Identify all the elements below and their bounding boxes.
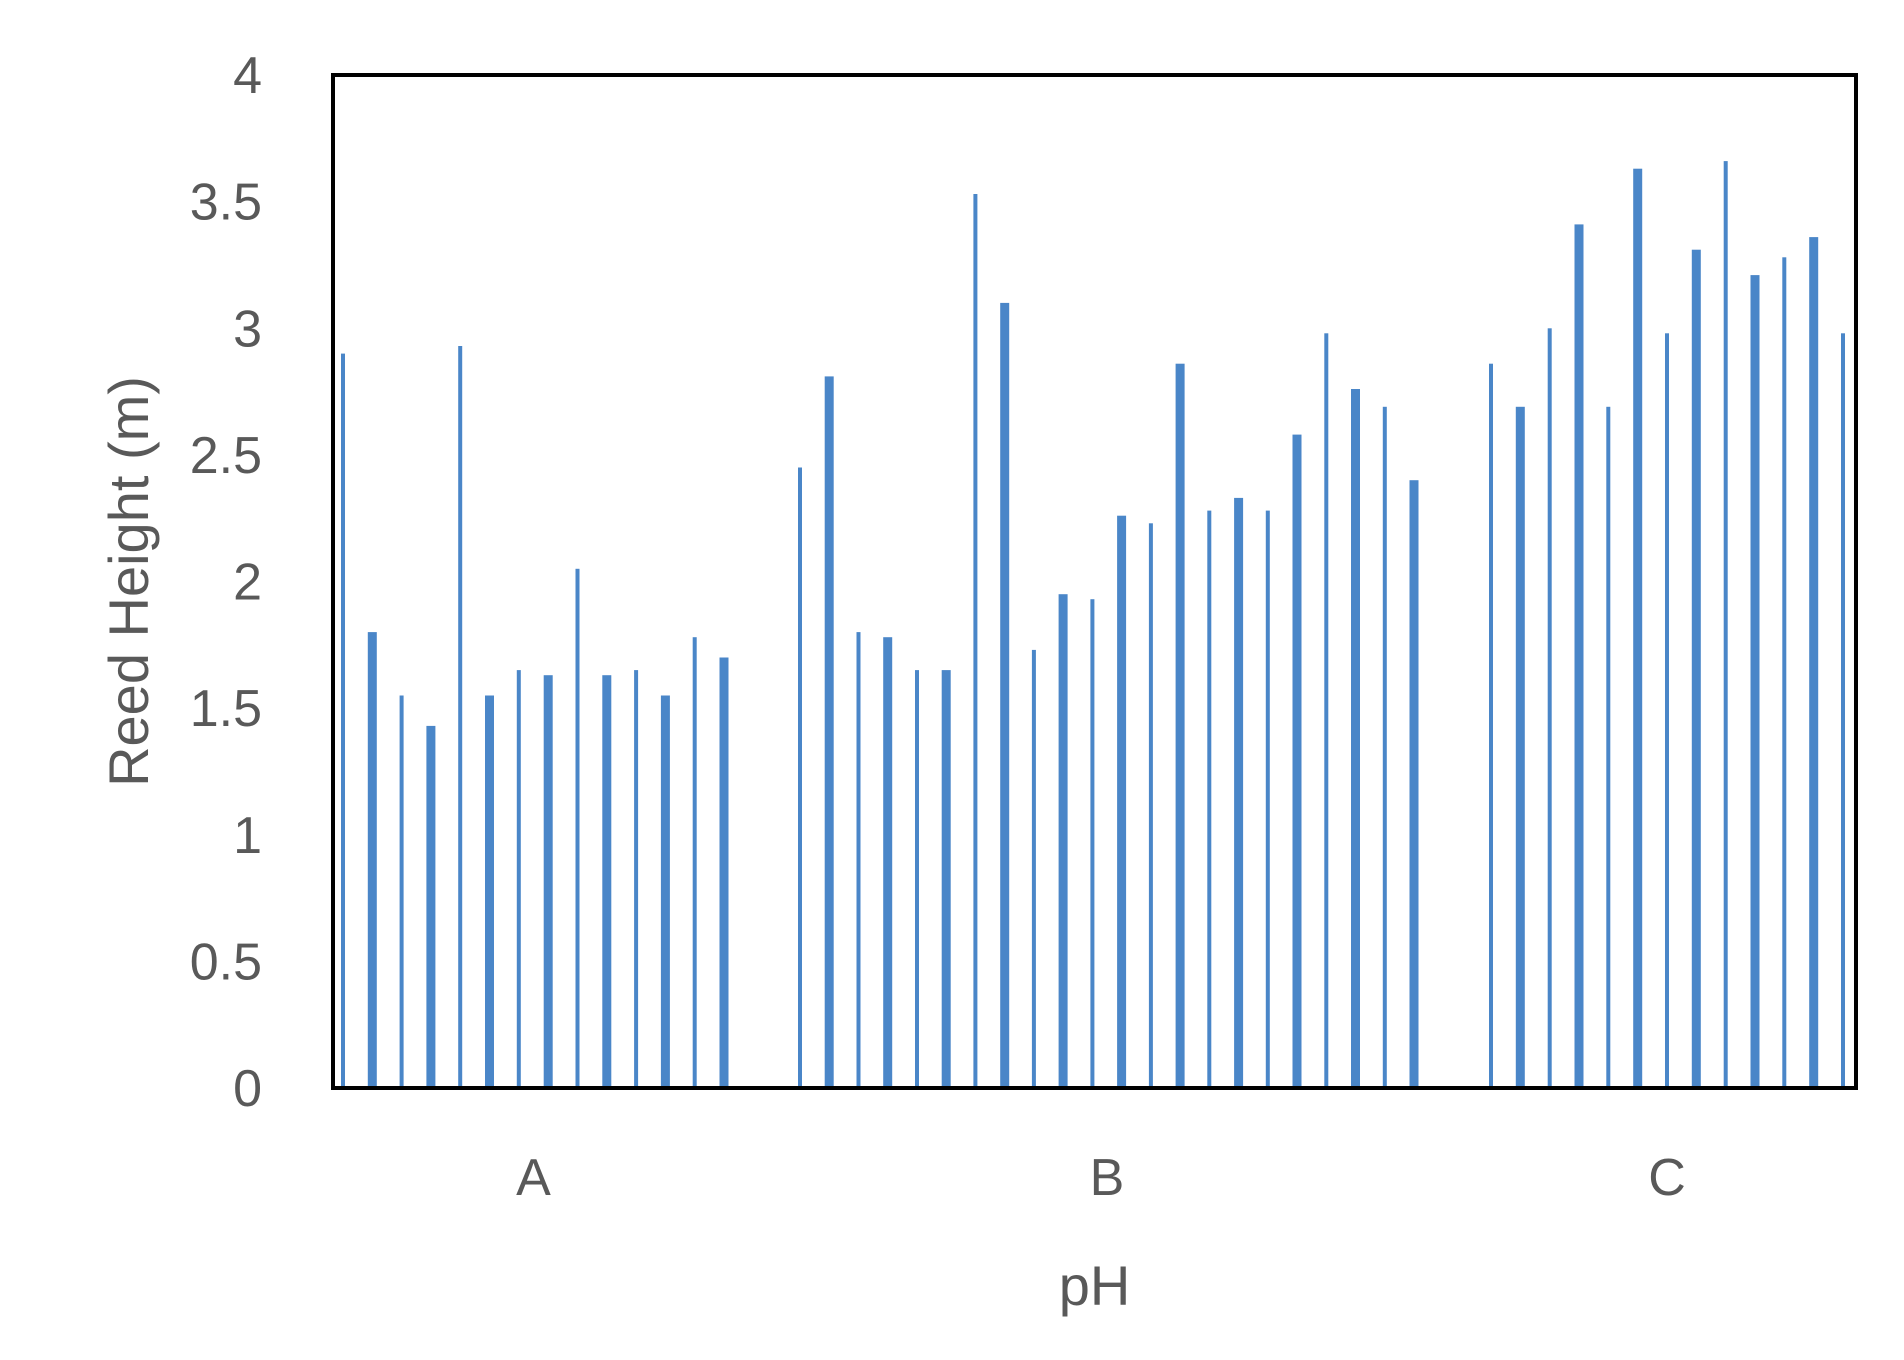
y-tick-label: 0.5 [190, 933, 262, 991]
bar-B-4 [883, 637, 893, 1088]
bar-C-7 [1665, 333, 1669, 1088]
bar-C-13 [1841, 333, 1845, 1088]
plot-area-frame [331, 73, 1858, 1090]
bar-B-19 [1324, 333, 1329, 1088]
bar-B-10 [1058, 594, 1068, 1088]
y-axis-ticks: 0 0.5 1 1.5 2 2.5 3 3.5 4 [190, 47, 262, 1118]
bar-C-12 [1809, 237, 1819, 1089]
bar-B-20 [1351, 389, 1360, 1088]
bar-C-11 [1782, 257, 1787, 1088]
bar-B-6 [941, 670, 951, 1088]
y-tick-label: 0 [233, 1060, 262, 1118]
bar-B-9 [1031, 649, 1036, 1088]
bar-C-4 [1574, 224, 1584, 1088]
bar-B-12 [1117, 515, 1127, 1088]
bar-C-1 [1489, 363, 1493, 1088]
bar-B-3 [856, 632, 861, 1088]
bar-B-13 [1148, 523, 1153, 1088]
y-tick-label: 4 [233, 47, 262, 105]
bar-A-2 [367, 632, 377, 1088]
bar-C-6 [1633, 168, 1643, 1088]
bar-B-7 [973, 194, 978, 1088]
category-label-C: C [1648, 1149, 1686, 1207]
bar-C-3 [1547, 328, 1552, 1089]
category-label-B: B [1090, 1149, 1125, 1207]
bar-A-4 [426, 725, 436, 1088]
bar-B-5 [915, 670, 919, 1088]
bar-A-3 [399, 695, 404, 1088]
bar-C-8 [1691, 249, 1701, 1088]
y-tick-label: 1 [233, 807, 262, 865]
bar-A-11 [634, 670, 639, 1088]
bar-B-1 [798, 467, 802, 1088]
bars-layer [341, 161, 1845, 1089]
bar-B-22 [1409, 480, 1419, 1088]
bar-A-6 [485, 695, 494, 1088]
y-tick-label: 3.5 [190, 174, 262, 232]
bar-B-17 [1265, 510, 1270, 1089]
y-tick-label: 2 [233, 554, 262, 612]
bar-A-1 [341, 353, 345, 1089]
bar-B-16 [1234, 497, 1244, 1088]
bar-B-15 [1207, 510, 1212, 1089]
y-tick-label: 2.5 [190, 427, 262, 485]
bar-A-8 [543, 675, 553, 1088]
bar-A-7 [516, 670, 521, 1088]
bar-B-14 [1175, 363, 1185, 1088]
bar-A-14 [719, 657, 729, 1088]
bar-B-11 [1090, 599, 1095, 1088]
y-tick-label: 1.5 [190, 680, 262, 738]
x-axis-categories: A B C [516, 1149, 1686, 1207]
y-tick-label: 3 [233, 300, 262, 358]
x-axis-title: pH [1059, 1254, 1131, 1317]
bar-C-2 [1515, 406, 1525, 1088]
bar-A-5 [458, 346, 463, 1088]
bar-A-10 [602, 675, 612, 1088]
bar-A-12 [660, 695, 670, 1088]
y-axis-title: Reed Height (m) [97, 376, 160, 787]
bar-A-13 [692, 637, 697, 1088]
bar-C-10 [1750, 275, 1760, 1089]
bar-B-8 [1000, 302, 1010, 1088]
bar-B-18 [1292, 434, 1302, 1089]
bar-C-5 [1606, 406, 1611, 1088]
bar-C-9 [1723, 161, 1728, 1089]
bar-A-9 [575, 568, 580, 1088]
bar-B-2 [824, 376, 834, 1088]
bar-B-21 [1382, 406, 1387, 1088]
category-label-A: A [516, 1149, 551, 1207]
